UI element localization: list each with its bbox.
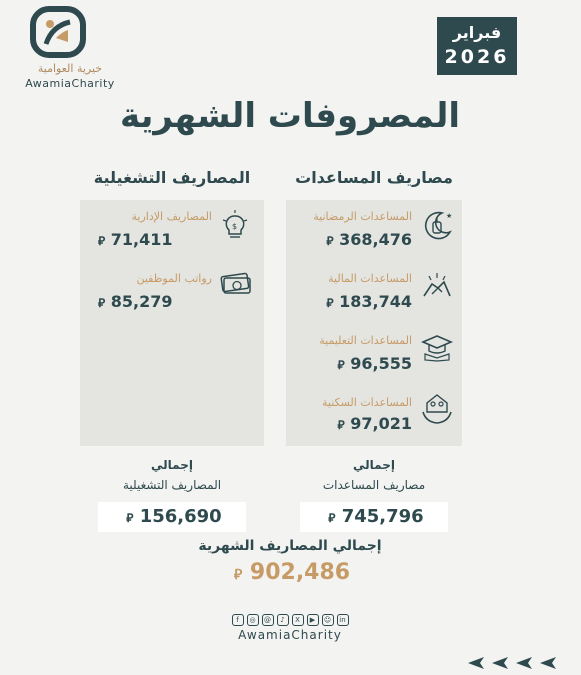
graduation-cap-icon [420, 330, 454, 368]
facebook-icon[interactable]: f [231, 614, 244, 626]
aid-item-label: المساعدات السكنية [321, 396, 412, 409]
threads-icon[interactable]: @ [261, 614, 274, 626]
charity-logo [30, 6, 86, 60]
riyal-symbol: ⃁ [328, 511, 336, 525]
aid-total-value: ⃁ 745,796 [328, 506, 424, 527]
riyal-symbol: ⃁ [326, 296, 334, 310]
aid-item-label: المساعدات التعليمية [319, 334, 412, 347]
family-home-icon [420, 392, 454, 430]
aid-total-label: مصاريف المساعدات [322, 478, 426, 492]
ops-item-label: المصاريف الإدارية [131, 210, 212, 223]
ops-total-box: ⃁ 156,690 [98, 502, 246, 532]
arrow-icon [540, 657, 556, 669]
arrow-icon [492, 657, 508, 669]
aid-total-box: ⃁ 745,796 [300, 502, 448, 532]
lightbulb-icon: $ [218, 208, 252, 246]
grand-total-value: ⃁ 902,486 [233, 560, 351, 585]
banknote-icon [218, 266, 252, 304]
date-month: فبراير [452, 23, 502, 42]
logo-english-name: AwamiaCharity [25, 77, 115, 90]
snapchat-icon[interactable]: ☺ [321, 614, 334, 626]
linkedin-icon[interactable]: in [336, 614, 349, 626]
aid-expenses-panel [286, 200, 462, 446]
tiktok-icon[interactable]: ♪ [276, 614, 289, 626]
riyal-symbol: ⃁ [326, 234, 334, 248]
riyal-symbol: ⃁ [233, 567, 243, 583]
date-year: 2026 [444, 46, 510, 68]
handshake-icon [420, 270, 454, 308]
svg-text:$: $ [232, 222, 237, 231]
aid-item-value: ⃁ 96,555 [337, 354, 412, 373]
logo-arabic-name: خيرية العوامية [37, 62, 103, 75]
riyal-symbol: ⃁ [98, 296, 106, 310]
decorative-arrows [466, 656, 566, 674]
aid-item-label: المساعدات الرمضانية [313, 210, 412, 223]
grand-total-label: إجمالي المصاريف الشهرية [198, 538, 382, 554]
operating-expenses-panel [80, 200, 264, 446]
aid-item-value: ⃁ 97,021 [337, 414, 412, 433]
page-title: المصروفات الشهرية [119, 96, 461, 136]
crescent-lantern-icon: ★ [420, 208, 454, 246]
ops-total-prefix: إجمالي [151, 458, 193, 472]
aid-expenses-heading: مصاريف المساعدات [295, 168, 453, 187]
social-handle: AwamiaCharity [238, 628, 342, 642]
instagram-icon[interactable]: ◎ [246, 614, 259, 626]
operating-expenses-heading: المصاريف التشغيلية [93, 168, 251, 187]
ops-total-label: المصاريف التشغيلية [122, 478, 222, 492]
riyal-symbol: ⃁ [337, 358, 345, 372]
aid-item-value: ⃁ 183,744 [326, 292, 412, 311]
youtube-icon[interactable]: ▶ [306, 614, 319, 626]
ops-item-value: ⃁ 71,411 [98, 230, 173, 249]
ops-item-label: رواتب الموظفين [136, 272, 212, 285]
arrow-icon [468, 657, 484, 669]
aid-item-value: ⃁ 368,476 [326, 230, 412, 249]
aid-item-label: المساعدات المالية [328, 272, 412, 285]
arrow-icon [516, 657, 532, 669]
date-badge: فبراير 2026 [437, 17, 517, 75]
svg-text:★: ★ [446, 212, 452, 220]
riyal-symbol: ⃁ [126, 511, 134, 525]
ops-total-value: ⃁ 156,690 [126, 506, 222, 527]
x-icon[interactable]: X [291, 614, 304, 626]
riyal-symbol: ⃁ [98, 234, 106, 248]
ops-item-value: ⃁ 85,279 [98, 292, 173, 311]
social-icons-row: f ◎ @ ♪ X ▶ ☺ in [214, 614, 366, 628]
riyal-symbol: ⃁ [337, 418, 345, 432]
aid-total-prefix: إجمالي [353, 458, 395, 472]
